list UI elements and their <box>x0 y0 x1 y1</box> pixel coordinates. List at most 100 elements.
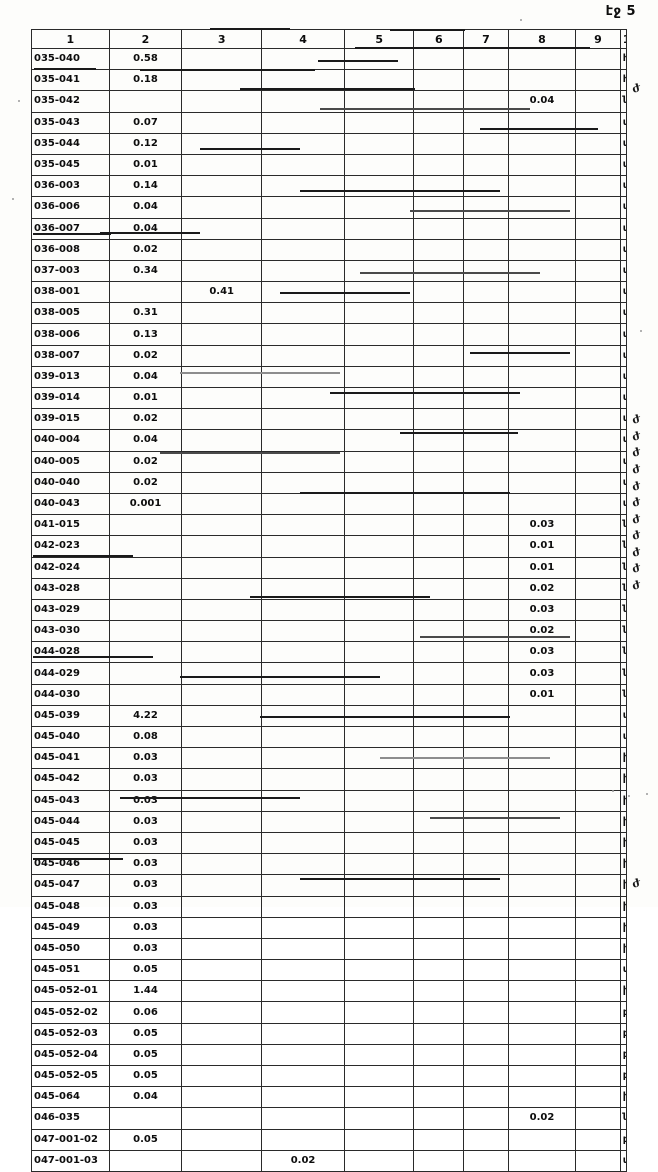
land-use-cell: ներտնտ. ոռոգ. ցանց <box>619 556 628 579</box>
value-cell-6 <box>413 429 465 452</box>
land-use-cell: պահեստ <box>619 1149 628 1172</box>
value-cell-8: 0.03 <box>507 641 577 664</box>
land-use-cell: այլ հողեր <box>619 323 628 346</box>
value-cell-5 <box>344 196 415 219</box>
parcel-code-cell: 040-005 <box>31 450 110 473</box>
value-cell-2 <box>108 662 183 685</box>
parcel-code-cell: 045-046 <box>31 853 110 876</box>
table-header-row: 1 2 3 4 5 6 7 8 9 10 <box>31 29 628 49</box>
value-cell-6 <box>413 1001 465 1024</box>
table-row: 035-042 0.04 ներտնտ. ոռոգ. ցանց <box>31 90 628 113</box>
value-cell-3 <box>181 69 263 92</box>
value-cell-5 <box>344 408 415 431</box>
parcel-code-cell: 037-003 <box>31 259 110 283</box>
land-use-cell: խանութ <box>619 853 628 876</box>
value-cell-6 <box>413 47 465 71</box>
value-cell-3 <box>181 514 263 537</box>
value-cell-7 <box>463 810 509 833</box>
value-cell-4 <box>261 577 346 600</box>
parcel-code-cell: 045-052-03 <box>31 1022 110 1045</box>
land-use-cell: արտ. ձառ <box>619 281 628 304</box>
land-use-cell: խանութ <box>619 747 628 770</box>
value-cell-3: 0.41 <box>181 281 263 304</box>
value-cell-2: 0.34 <box>108 259 183 283</box>
value-cell-8 <box>507 259 577 283</box>
value-cell-3 <box>181 725 263 749</box>
value-cell-4 <box>261 1064 346 1088</box>
table-row: 045-052-011.44 խառ. կառ. <box>31 980 628 1003</box>
value-cell-6 <box>413 1064 465 1088</box>
value-cell-9 <box>575 598 621 622</box>
value-cell-5 <box>344 281 415 304</box>
value-cell-7 <box>463 1128 509 1151</box>
parcel-code-cell: 036-007 <box>31 217 110 240</box>
value-cell-2: 0.03 <box>108 937 183 961</box>
value-cell-4 <box>261 704 346 728</box>
value-cell-9 <box>575 641 621 664</box>
value-cell-4 <box>261 725 346 749</box>
table-row: 043-030 0.02 ներտնտ. ոռոգ. ցանց <box>31 620 628 643</box>
land-use-cell: հիվանդանոց <box>619 47 628 71</box>
value-cell-9 <box>575 1107 621 1130</box>
value-cell-4 <box>261 132 346 155</box>
column-header-2: 2 <box>108 29 183 49</box>
value-cell-2: 0.03 <box>108 831 183 855</box>
value-cell-3 <box>181 747 263 770</box>
value-cell-8 <box>507 47 577 71</box>
value-cell-7 <box>463 620 509 643</box>
value-cell-4 <box>261 302 346 325</box>
value-cell-8 <box>507 1001 577 1024</box>
value-cell-5 <box>344 514 415 537</box>
parcel-code-cell: 045-040 <box>31 725 110 749</box>
land-use-cell: բնակելի շենք <box>619 1022 628 1045</box>
value-cell-8 <box>507 429 577 452</box>
land-use-cell: խանութ <box>619 831 628 855</box>
land-use-cell: բնակելի շենք <box>619 1128 628 1151</box>
value-cell-7 <box>463 323 509 346</box>
value-cell-7 <box>463 175 509 198</box>
value-cell-4 <box>261 853 346 876</box>
value-cell-6 <box>413 365 465 389</box>
value-cell-6 <box>413 789 465 812</box>
value-cell-5 <box>344 153 415 177</box>
value-cell-9 <box>575 810 621 833</box>
value-cell-2: 0.02 <box>108 238 183 261</box>
land-use-cell: այլ հողեր <box>619 175 628 198</box>
land-use-cell: այլ հողեր <box>619 238 628 261</box>
value-cell-7 <box>463 344 509 367</box>
value-cell-4 <box>261 598 346 622</box>
value-cell-6 <box>413 810 465 833</box>
value-cell-6 <box>413 514 465 537</box>
value-cell-5 <box>344 1022 415 1045</box>
value-cell-3 <box>181 47 263 71</box>
parcel-code-cell: 045-042 <box>31 768 110 791</box>
parcel-code-cell: 035-045 <box>31 153 110 177</box>
parcel-code-cell: 039-014 <box>31 386 110 410</box>
value-cell-8 <box>507 408 577 431</box>
value-cell-5 <box>344 704 415 728</box>
table-row: 047-001-03 0.02 պահեստ <box>31 1149 628 1172</box>
value-cell-2: 0.06 <box>108 1001 183 1024</box>
value-cell-8 <box>507 1022 577 1045</box>
value-cell-8 <box>507 980 577 1003</box>
value-cell-6 <box>413 620 465 643</box>
land-use-cell: ներտնտ. ոռոգ. ցանց <box>619 577 628 600</box>
value-cell-5 <box>344 238 415 261</box>
value-cell-4 <box>261 747 346 770</box>
margin-annotation: ժ <box>630 412 642 428</box>
value-cell-3 <box>181 577 263 600</box>
value-cell-5 <box>344 1043 415 1067</box>
value-cell-3 <box>181 217 263 240</box>
value-cell-3 <box>181 450 263 473</box>
parcel-code-cell: 045-043 <box>31 789 110 812</box>
value-cell-2 <box>108 577 183 600</box>
